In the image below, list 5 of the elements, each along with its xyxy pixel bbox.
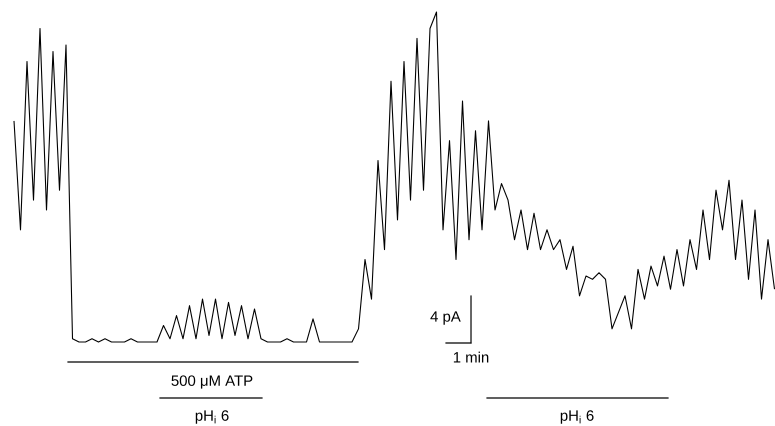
text: 500 μM ATP <box>171 375 252 389</box>
text: 1 min <box>454 352 488 362</box>
annotation: 4 pA <box>430 311 461 325</box>
text: pH$_{i}$ 6 <box>560 410 594 424</box>
text: pH$_{i}$ 6 <box>196 410 229 424</box>
